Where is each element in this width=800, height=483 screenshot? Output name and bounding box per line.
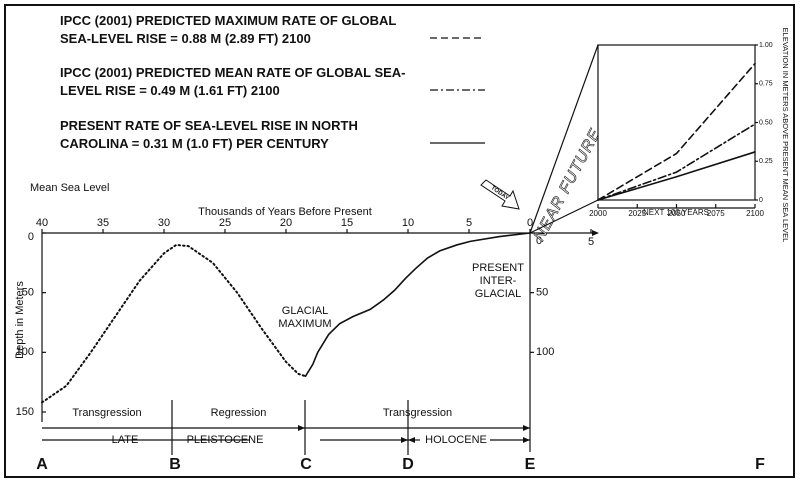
epoch-label: PLEISTOCENE xyxy=(187,434,264,446)
point-label: C xyxy=(300,456,312,473)
y2-tick-label: 100 xyxy=(536,346,554,358)
inset-y-tick-label: 0.50 xyxy=(759,119,773,126)
frame xyxy=(4,4,795,478)
legend-label: PRESENT RATE OF SEA-LEVEL RISE IN NORTH … xyxy=(60,118,358,151)
axis-arrow xyxy=(592,230,599,236)
stage-label: Transgression xyxy=(383,407,452,419)
inset-x-tick-label: 2075 xyxy=(707,209,725,218)
inset-frame xyxy=(597,44,756,201)
annotation: GLACIAL MAXIMUM xyxy=(278,305,332,330)
inset-x-label: NEXT 100 YEARS xyxy=(643,208,709,217)
funnel xyxy=(529,199,599,234)
x-tick-label: 15 xyxy=(341,217,353,229)
funnel xyxy=(529,44,599,234)
y2-tick-label: 0 xyxy=(536,235,542,247)
x-tick-label: 30 xyxy=(158,217,170,229)
near-future-label: NEAR FUTURE xyxy=(531,126,605,244)
series-line xyxy=(597,151,756,201)
inset-y-tick-label: 0.25 xyxy=(759,158,773,165)
point-label: A xyxy=(36,456,48,473)
y-tick-label: 0 xyxy=(28,231,34,243)
inset-x-tick-label: 2025 xyxy=(628,209,646,218)
series-line xyxy=(41,243,307,404)
y-axis-label: Depth in Meters xyxy=(14,281,26,359)
x-axis-label: Thousands of Years Before Present xyxy=(198,206,372,218)
x-tick-label: 5 xyxy=(588,236,594,248)
y-tick-label: 100 xyxy=(16,346,34,358)
y-tick-label: 150 xyxy=(16,406,34,418)
point-label: E xyxy=(525,456,536,473)
inset-x-tick-label: 2100 xyxy=(746,209,764,218)
x-tick-label: 25 xyxy=(219,217,231,229)
inset-y-tick-label: 0 xyxy=(759,197,763,204)
legend-label: IPCC (2001) PREDICTED MEAN RATE OF GLOBA… xyxy=(60,65,406,98)
y-tick-label: 50 xyxy=(22,287,34,299)
series-line xyxy=(304,232,531,377)
point-label: D xyxy=(402,456,414,473)
inset-y-tick-label: 1.00 xyxy=(759,42,773,49)
stage-label: Regression xyxy=(211,407,267,419)
x-tick-label: 5 xyxy=(466,217,472,229)
epoch-label: LATE xyxy=(112,434,139,446)
x-tick-label: 20 xyxy=(280,217,292,229)
stage-label: Transgression xyxy=(72,407,141,419)
series-line xyxy=(597,123,756,201)
epoch-label: HOLOCENE xyxy=(425,434,487,446)
annotation: PRESENT INTER-GLACIAL xyxy=(472,262,524,300)
x-tick-label: 35 xyxy=(97,217,109,229)
x-tick-label: 40 xyxy=(36,217,48,229)
inset-x-tick-label: 2050 xyxy=(668,209,686,218)
y2-tick-label: 50 xyxy=(536,287,548,299)
today-arrow xyxy=(480,179,520,210)
x-tick-label: 0 xyxy=(527,217,533,229)
inset-y-label: ELEVATION IN METERS ABOVE PRESENT MEAN S… xyxy=(781,28,790,243)
inset-y-tick-label: 0.75 xyxy=(759,81,773,88)
y-axis-title: Mean Sea Level xyxy=(30,182,110,194)
point-label: B xyxy=(169,456,181,473)
series-line xyxy=(597,62,756,201)
x-tick-label: 10 xyxy=(402,217,414,229)
arrow xyxy=(298,425,530,443)
point-label: F xyxy=(755,456,765,473)
legend-label: IPCC (2001) PREDICTED MAXIMUM RATE OF GL… xyxy=(60,13,397,46)
inset-x-tick-label: 2000 xyxy=(589,209,607,218)
